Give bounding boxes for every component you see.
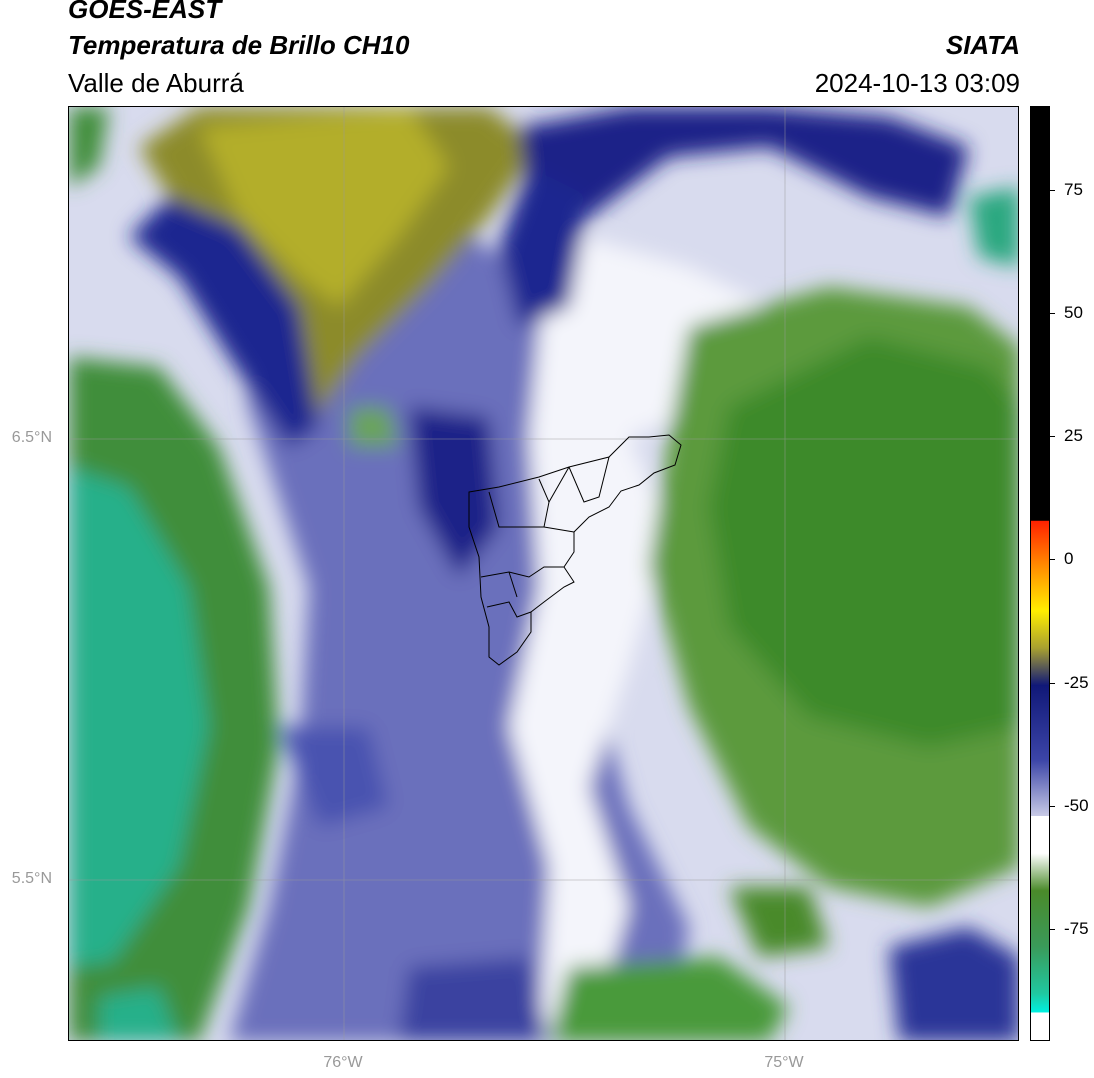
brightness-temperature-map — [68, 106, 1019, 1041]
map-gridlines — [69, 107, 1018, 1040]
colorbar-tick — [1050, 929, 1055, 930]
colorbar-label-25: 25 — [1064, 426, 1083, 445]
colorbar-tick — [1050, 806, 1055, 807]
colorbar-tick — [1050, 436, 1055, 437]
region-title: Valle de Aburrá — [68, 68, 244, 98]
colorbar-tick — [1050, 559, 1055, 560]
lon-label-east: 75°W — [764, 1054, 804, 1071]
colorbar-label-minus-75: -75 — [1064, 919, 1089, 938]
lon-label-west: 76°W — [323, 1054, 363, 1071]
aburra-boundaries — [468, 434, 682, 666]
colorbar-label-0: 0 — [1064, 549, 1074, 568]
colorbar — [1030, 106, 1050, 1041]
lat-label-south: 5.5°N — [11, 870, 52, 887]
colorbar-label-50: 50 — [1064, 303, 1083, 322]
colorbar-label-minus-50: -50 — [1064, 796, 1089, 815]
satellite-title: GOES-EAST — [68, 0, 222, 24]
colorbar-tick — [1050, 683, 1055, 684]
lat-label-north: 6.5°N — [11, 429, 52, 446]
colorbar-label-75: 75 — [1064, 180, 1083, 199]
colorbar-tick — [1050, 190, 1055, 191]
colorbar-tick — [1050, 313, 1055, 314]
product-title: Temperatura de Brillo CH10 — [68, 30, 410, 60]
timestamp: 2024-10-13 03:09 — [814, 68, 1020, 98]
map-canvas — [69, 107, 1018, 1040]
colorbar-label-minus-25: -25 — [1064, 673, 1089, 692]
org-title: SIATA — [945, 30, 1020, 60]
colorbar-gradient — [1031, 107, 1049, 1040]
